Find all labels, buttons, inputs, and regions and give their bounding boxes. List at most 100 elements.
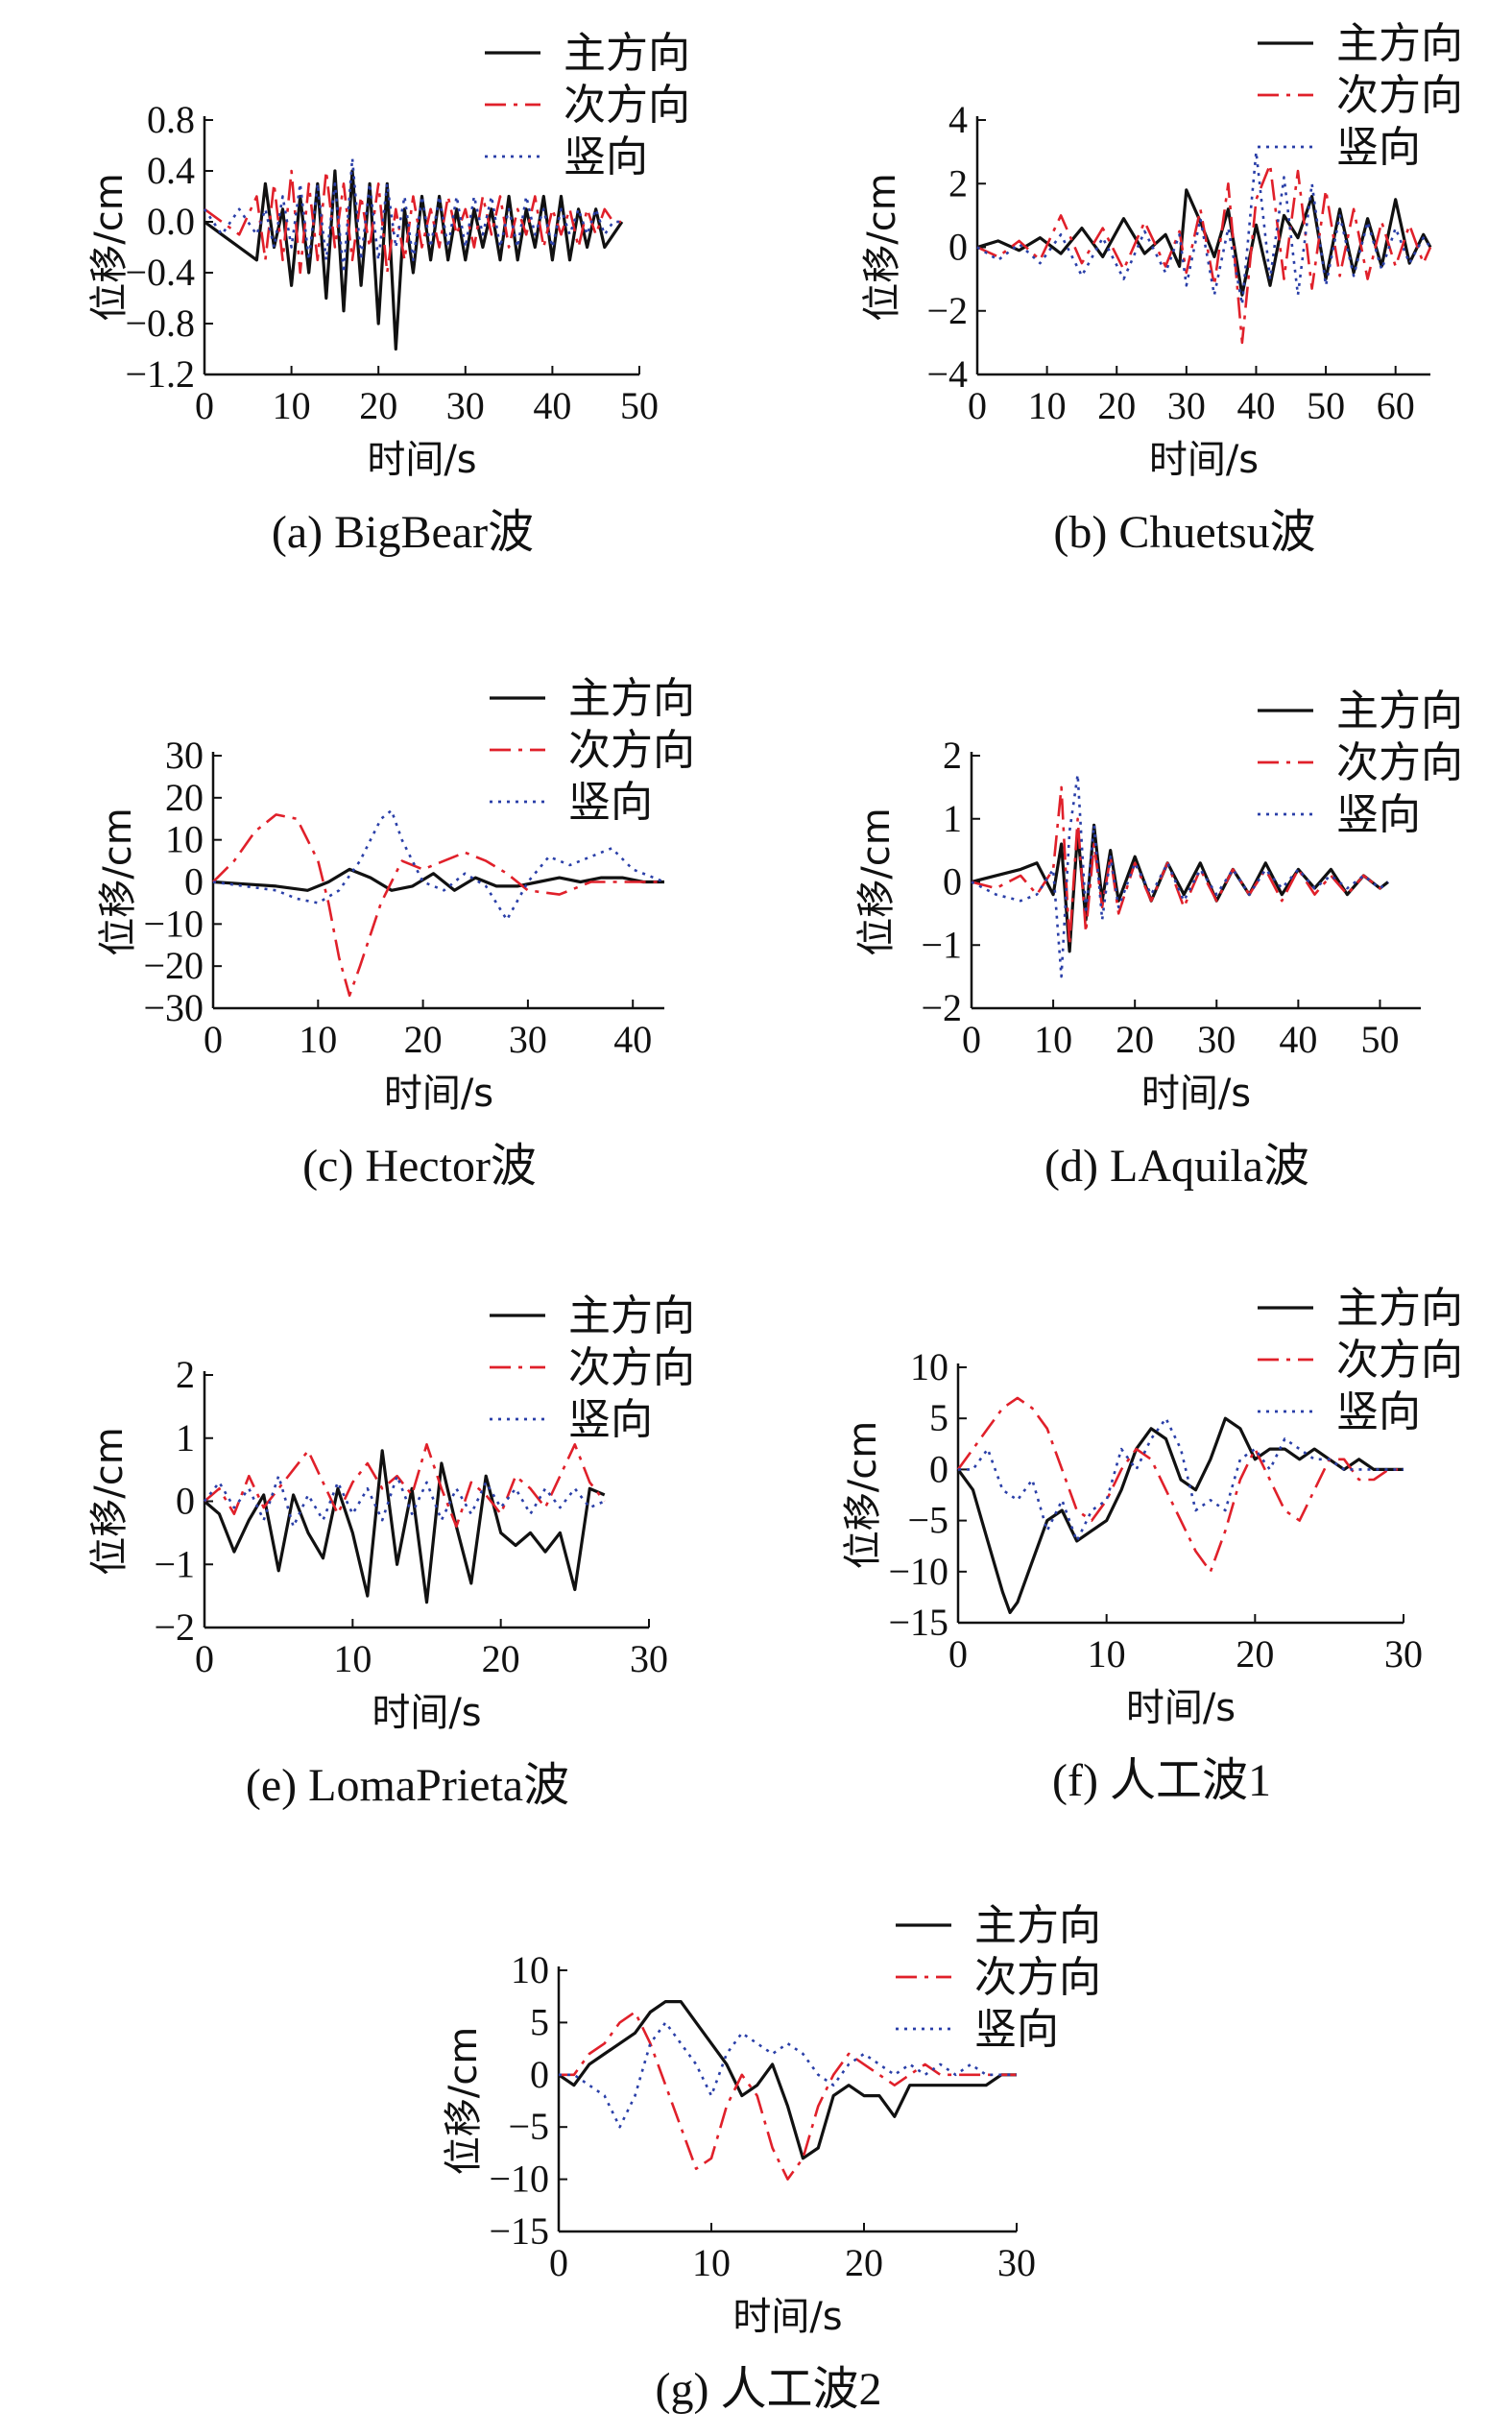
y-tick-label: −15 — [888, 1601, 948, 1644]
x-tick-label: 20 — [1116, 1018, 1154, 1061]
y-tick-label: −2 — [926, 289, 968, 332]
y-tick-label: 30 — [165, 734, 204, 777]
x-tick-label: 40 — [1236, 384, 1275, 427]
x-tick-label: 20 — [1097, 384, 1136, 427]
y-tick-label: −0.4 — [125, 251, 195, 294]
x-tick-label: 10 — [1028, 384, 1067, 427]
y-tick-label: −10 — [489, 2158, 549, 2201]
y-tick-label: 5 — [530, 2000, 549, 2043]
series-line-vertical — [203, 157, 622, 275]
series-line-secondary — [204, 1443, 606, 1529]
y-tick-label: −15 — [489, 2209, 549, 2253]
legend-label-main: 主方向 — [1336, 687, 1463, 736]
y-axis-label: 位移/cm — [87, 173, 132, 321]
legend-label-vertical: 竖向 — [1336, 1387, 1421, 1436]
y-tick-label: 0.4 — [147, 149, 195, 192]
x-tick-label: 20 — [1236, 1632, 1274, 1676]
y-tick-label: 0 — [530, 2053, 549, 2096]
series-line-main — [558, 2000, 1017, 2160]
y-axis-label: 位移/cm — [96, 808, 140, 955]
x-tick-label: 40 — [1279, 1018, 1317, 1061]
y-tick-label: 1 — [176, 1416, 195, 1459]
y-tick-label: 1 — [943, 797, 962, 840]
legend-label-main: 主方向 — [564, 29, 690, 78]
y-tick-label: −0.8 — [125, 301, 195, 345]
y-tick-label: 20 — [165, 776, 204, 819]
legend-label-main: 主方向 — [1336, 1284, 1463, 1333]
y-tick-label: 2 — [176, 1353, 195, 1396]
x-tick-label: 0 — [968, 384, 987, 427]
x-tick-label: 50 — [1360, 1018, 1399, 1061]
series-line-vertical — [559, 2021, 1017, 2129]
x-tick-label: 30 — [630, 1637, 668, 1680]
x-axis-label: 时间/s — [1141, 1072, 1251, 1116]
x-tick-label: 30 — [509, 1018, 547, 1061]
x-axis-label: 时间/s — [732, 2295, 842, 2339]
y-axis-label: 位移/cm — [442, 2027, 486, 2175]
legend-label-secondary: 次方向 — [1336, 738, 1463, 787]
x-axis-label: 时间/s — [384, 1072, 493, 1116]
x-tick-label: 30 — [446, 384, 485, 427]
series-line-vertical — [958, 1416, 1404, 1543]
x-tick-label: 50 — [1307, 384, 1345, 427]
legend-label-secondary: 次方向 — [974, 1953, 1101, 2002]
x-tick-label: 10 — [692, 2241, 731, 2284]
x-axis-label: 时间/s — [1126, 1686, 1236, 1730]
series-line-vertical — [976, 150, 1432, 306]
x-tick-label: 10 — [333, 1637, 372, 1680]
legend-label-vertical: 竖向 — [1336, 123, 1421, 172]
legend-label-vertical: 竖向 — [564, 133, 648, 181]
legend-label-main: 主方向 — [974, 1901, 1101, 1950]
x-tick-label: 40 — [613, 1018, 652, 1061]
y-tick-label: −2 — [154, 1605, 195, 1649]
y-tick-label: 2 — [948, 161, 968, 205]
series-line-secondary — [971, 785, 1389, 947]
series-line-vertical — [212, 808, 665, 922]
chart-a: −1.2 −0.8 −0.4 0.0 0.4 0.8 0 10 20 30 40 50 时间/s 位移/c… — [87, 29, 690, 558]
legend-label-vertical: 竖向 — [568, 1395, 653, 1444]
chart-caption: (c) Hector波 — [302, 1141, 537, 1192]
y-tick-label: 0.0 — [147, 200, 195, 243]
legend-label-secondary: 次方向 — [1336, 71, 1463, 120]
x-tick-label: 10 — [1088, 1632, 1126, 1676]
x-tick-label: 20 — [359, 384, 397, 427]
y-tick-label: −20 — [143, 944, 204, 987]
y-tick-label: −1.2 — [125, 352, 195, 396]
x-tick-label: 20 — [845, 2241, 883, 2284]
y-tick-label: −10 — [143, 902, 204, 945]
chart-g: −15 −10 −5 0 5 10 0 10 20 30 时间/s 位移/cm (g) 人工波2 主方向次… — [442, 1901, 1101, 2415]
x-tick-label: 20 — [404, 1018, 443, 1061]
y-axis-label: 位移/cm — [87, 1427, 132, 1575]
chart-caption: (f) 人工波1 — [1052, 1755, 1271, 1806]
series-line-main — [212, 867, 664, 892]
legend-label-main: 主方向 — [1336, 19, 1463, 68]
y-axis-label: 位移/cm — [841, 1421, 885, 1569]
x-tick-label: 10 — [299, 1018, 337, 1061]
y-tick-label: −1 — [921, 923, 962, 966]
x-tick-label: 10 — [1034, 1018, 1072, 1061]
y-tick-label: 0.8 — [147, 98, 195, 141]
y-tick-label: 10 — [511, 1948, 549, 1991]
x-tick-label: 50 — [620, 384, 659, 427]
y-tick-label: 0 — [929, 1447, 948, 1490]
y-tick-label: 5 — [929, 1396, 948, 1439]
y-tick-label: −30 — [143, 986, 204, 1029]
y-tick-label: 0 — [943, 860, 962, 904]
series-line-secondary — [559, 2011, 1017, 2181]
y-tick-label: −4 — [926, 352, 968, 396]
series-line-main — [956, 1416, 1404, 1614]
x-axis-label: 时间/s — [372, 1691, 481, 1735]
x-tick-label: 60 — [1377, 384, 1415, 427]
y-tick-label: −5 — [508, 2105, 549, 2148]
x-tick-label: 30 — [1197, 1018, 1236, 1061]
x-tick-label: 20 — [482, 1637, 520, 1680]
y-tick-label: 2 — [943, 734, 962, 777]
